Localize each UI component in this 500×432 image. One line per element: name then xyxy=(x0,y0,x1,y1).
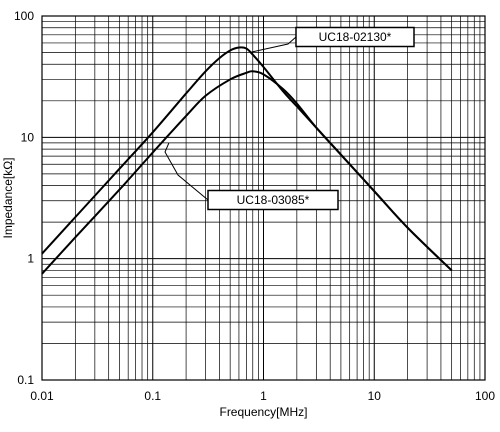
y-tick-label: 1 xyxy=(27,252,34,266)
x-axis-label: Frequency[MHz] xyxy=(219,405,307,419)
x-tick-label: 0.1 xyxy=(144,389,161,403)
x-tick-label: 0.01 xyxy=(30,389,54,403)
y-tick-labels: 0.1 1 10 100 xyxy=(14,9,34,387)
annotation-label: UC18-02130* xyxy=(319,30,392,44)
x-tick-label: 1 xyxy=(260,389,267,403)
x-tick-labels: 0.01 0.1 1 10 100 xyxy=(30,389,495,403)
series-line-1 xyxy=(41,70,453,275)
plot-frame xyxy=(41,15,486,381)
series-line-0 xyxy=(41,46,453,272)
x-tick-label: 100 xyxy=(475,389,495,403)
x-tick-label: 10 xyxy=(368,389,382,403)
y-tick-label: 100 xyxy=(14,9,34,23)
y-tick-label: 10 xyxy=(21,130,35,144)
y-tick-label: 0.1 xyxy=(17,373,34,387)
annotation-box xyxy=(207,189,339,211)
annotation-box xyxy=(295,26,415,48)
y-axis-label: Impedance[kΩ] xyxy=(1,157,15,238)
series-layer xyxy=(41,46,453,275)
annotation-label: UC18-03085* xyxy=(237,193,310,207)
annotation-leader-line xyxy=(249,36,297,53)
annotation-layer: UC18-02130* UC18-03085* xyxy=(164,26,415,211)
annotation-leader-line xyxy=(164,142,209,201)
